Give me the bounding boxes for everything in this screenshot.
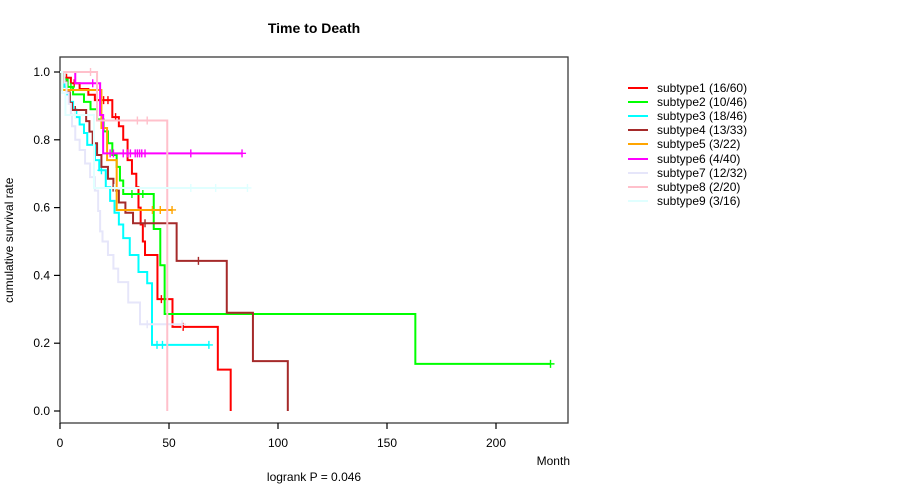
x-axis-label: Month [536,454,570,468]
legend-item-subtype4: subtype4 (13/33) [628,123,747,137]
censor-mark-subtype2 [546,359,555,368]
legend-label: subtype8 (2/20) [657,179,741,194]
censor-mark-subtype2 [127,190,136,199]
censor-mark-subtype9 [211,183,220,192]
legend-label: subtype2 (10/46) [657,95,748,110]
km-curve-subtype3 [60,71,209,346]
censor-mark-subtype5 [148,205,157,214]
legend-line-swatch [628,185,648,188]
legend-label: subtype7 (12/32) [657,165,748,180]
legend-line-swatch [628,87,648,90]
km-curve-subtype5 [60,71,173,211]
censor-mark-subtype6 [238,149,247,158]
km-curve-subtype9 [60,71,248,189]
censor-mark-subtype4 [141,219,150,228]
legend-item-subtype5: subtype5 (3/22) [628,137,747,151]
censor-mark-subtype4 [194,256,203,265]
legend-line-swatch [628,157,648,160]
legend-label: subtype4 (13/33) [657,123,748,138]
legend-label: subtype5 (3/22) [657,137,741,152]
km-curve-subtype4 [60,71,289,411]
x-tick-label: 100 [268,436,288,450]
censor-mark-subtype6 [186,149,195,158]
legend-item-subtype9: subtype9 (3/16) [628,194,747,208]
censor-mark-subtype9 [110,183,119,192]
censor-mark-subtype8 [86,68,95,76]
legend-label: subtype6 (4/40) [657,151,741,166]
censor-mark-subtype8 [133,116,142,125]
logrank-note: logrank P = 0.046 [266,470,362,484]
km-curve-subtype8 [60,71,169,411]
km-curve-subtype6 [60,71,243,155]
x-tick-label: 150 [377,436,397,450]
legend-item-subtype7: subtype7 (12/32) [628,166,747,180]
censor-mark-subtype9 [71,111,80,120]
legend-item-subtype3: subtype3 (18/46) [628,109,747,123]
censor-mark-subtype7 [178,320,187,329]
legend-line-swatch [628,115,648,118]
y-tick-label: 0.2 [33,336,50,350]
censor-mark-subtype2 [138,190,147,199]
legend-item-subtype2: subtype2 (10/46) [628,95,747,109]
censor-mark-subtype5 [168,205,177,214]
y-tick-label: 0.6 [33,201,50,215]
y-tick-label: 0.4 [33,268,50,282]
km-curve-subtype1 [60,71,232,411]
censor-mark-subtype1 [103,96,112,105]
x-tick-label: 50 [162,436,176,450]
legend-item-subtype8: subtype8 (2/20) [628,180,747,194]
km-curve-subtype7 [60,71,183,326]
legend-item-subtype6: subtype6 (4/40) [628,151,747,166]
censor-mark-subtype9 [186,183,195,192]
censor-mark-subtype6 [109,149,118,158]
censor-mark-subtype8 [143,116,152,125]
legend: subtype1 (16/60) subtype2 (10/46) subtype3… [628,81,747,208]
legend-line-swatch [628,199,648,202]
y-tick-label: 0.0 [33,404,50,418]
censor-mark-subtype3 [204,340,213,349]
legend-label: subtype1 (16/60) [657,81,748,96]
censor-mark-subtype6 [141,149,150,158]
plot-box [59,56,569,424]
chart-title: Time to Death [267,20,361,36]
y-tick-label: 0.8 [33,133,50,147]
legend-label: subtype3 (18/46) [657,109,748,124]
legend-label: subtype9 (3/16) [657,193,741,208]
x-tick-label: 200 [486,436,506,450]
censor-mark-subtype7 [143,320,152,329]
legend-line-swatch [628,143,648,146]
censor-mark-subtype5 [156,205,165,214]
censor-mark-subtype3 [158,340,167,349]
censor-mark-subtype9 [243,183,252,192]
legend-line-swatch [628,129,648,132]
x-tick-label: 0 [57,436,64,450]
legend-line-swatch [628,101,648,104]
legend-line-swatch [628,171,648,174]
legend-item-subtype1: subtype1 (16/60) [628,81,747,95]
y-tick-label: 1.0 [33,65,50,79]
